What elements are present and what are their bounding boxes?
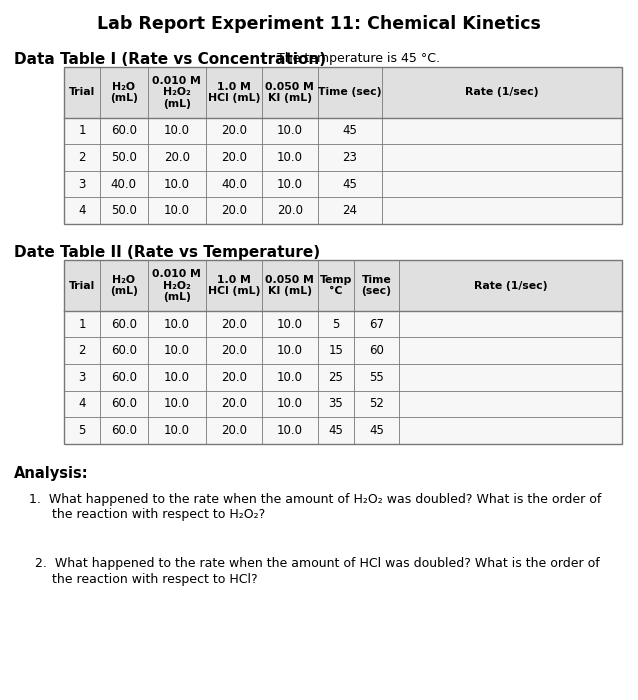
Text: 45: 45 bbox=[343, 178, 357, 190]
Text: Date Table II (Rate vs Temperature): Date Table II (Rate vs Temperature) bbox=[14, 245, 320, 260]
Text: 10.0: 10.0 bbox=[277, 424, 303, 437]
Text: Lab Report Experiment 11: Chemical Kinetics: Lab Report Experiment 11: Chemical Kinet… bbox=[97, 15, 541, 34]
Text: the reaction with respect to H₂O₂?: the reaction with respect to H₂O₂? bbox=[52, 508, 265, 522]
Text: Data Table I (Rate vs Concentration): Data Table I (Rate vs Concentration) bbox=[14, 52, 326, 66]
Text: 35: 35 bbox=[329, 398, 343, 410]
Text: Time
(sec): Time (sec) bbox=[361, 275, 392, 296]
Text: 5: 5 bbox=[78, 424, 85, 437]
Text: 10.0: 10.0 bbox=[277, 371, 303, 384]
Text: 5: 5 bbox=[332, 318, 339, 330]
Text: 25: 25 bbox=[329, 371, 343, 384]
Text: 10.0: 10.0 bbox=[164, 398, 190, 410]
Text: 55: 55 bbox=[369, 371, 384, 384]
Text: 20.0: 20.0 bbox=[221, 344, 247, 357]
Text: 10.0: 10.0 bbox=[164, 424, 190, 437]
Text: 45: 45 bbox=[369, 424, 384, 437]
Text: 60.0: 60.0 bbox=[111, 398, 137, 410]
Text: 10.0: 10.0 bbox=[277, 344, 303, 357]
Text: 2.  What happened to the rate when the amount of HCl was doubled? What is the or: 2. What happened to the rate when the am… bbox=[35, 557, 600, 570]
Text: 60: 60 bbox=[369, 344, 384, 357]
Text: 45: 45 bbox=[329, 424, 343, 437]
Bar bbox=[64, 364, 622, 391]
Text: 10.0: 10.0 bbox=[164, 178, 190, 190]
Text: 1.0 M
HCl (mL): 1.0 M HCl (mL) bbox=[208, 275, 260, 296]
Text: 10.0: 10.0 bbox=[277, 125, 303, 137]
Text: 10.0: 10.0 bbox=[164, 125, 190, 137]
Text: H₂O
(mL): H₂O (mL) bbox=[110, 82, 138, 103]
Text: 20.0: 20.0 bbox=[221, 318, 247, 330]
Text: 40.0: 40.0 bbox=[111, 178, 137, 190]
Text: 60.0: 60.0 bbox=[111, 371, 137, 384]
Text: 10.0: 10.0 bbox=[164, 204, 190, 217]
Text: 0.010 M
H₂O₂
(mL): 0.010 M H₂O₂ (mL) bbox=[152, 269, 201, 302]
Text: 24: 24 bbox=[343, 204, 357, 217]
Text: the reaction with respect to HCl?: the reaction with respect to HCl? bbox=[52, 573, 258, 586]
Bar bbox=[64, 144, 622, 171]
Text: Rate (1/sec): Rate (1/sec) bbox=[473, 281, 547, 290]
Bar bbox=[64, 67, 622, 224]
Text: The temperature is 45 °C.: The temperature is 45 °C. bbox=[273, 52, 440, 65]
Text: 20.0: 20.0 bbox=[164, 151, 190, 164]
Text: 40.0: 40.0 bbox=[221, 178, 247, 190]
Text: Analysis:: Analysis: bbox=[14, 466, 89, 481]
Text: 3: 3 bbox=[78, 178, 85, 190]
Text: 50.0: 50.0 bbox=[111, 204, 137, 217]
Text: 23: 23 bbox=[343, 151, 357, 164]
Text: 10.0: 10.0 bbox=[164, 318, 190, 330]
Text: 20.0: 20.0 bbox=[221, 424, 247, 437]
Text: 20.0: 20.0 bbox=[221, 125, 247, 137]
Text: 1: 1 bbox=[78, 125, 85, 137]
Text: 20.0: 20.0 bbox=[277, 204, 303, 217]
Text: 10.0: 10.0 bbox=[277, 178, 303, 190]
Bar bbox=[64, 417, 622, 444]
Bar bbox=[64, 337, 622, 364]
Text: 3: 3 bbox=[78, 371, 85, 384]
Text: 45: 45 bbox=[343, 125, 357, 137]
Text: 10.0: 10.0 bbox=[164, 344, 190, 357]
Text: 0.010 M
H₂O₂
(mL): 0.010 M H₂O₂ (mL) bbox=[152, 76, 201, 109]
Text: 1.  What happened to the rate when the amount of H₂O₂ was doubled? What is the o: 1. What happened to the rate when the am… bbox=[29, 493, 601, 506]
Text: 20.0: 20.0 bbox=[221, 371, 247, 384]
Bar bbox=[64, 197, 622, 224]
Bar bbox=[64, 118, 622, 144]
Bar bbox=[64, 311, 622, 337]
Text: 2: 2 bbox=[78, 151, 85, 164]
Text: Rate (1/sec): Rate (1/sec) bbox=[465, 88, 538, 97]
Text: 60.0: 60.0 bbox=[111, 125, 137, 137]
Bar bbox=[64, 260, 622, 311]
Text: 20.0: 20.0 bbox=[221, 398, 247, 410]
Text: 4: 4 bbox=[78, 204, 85, 217]
Bar bbox=[64, 67, 622, 118]
Text: Temp
°C: Temp °C bbox=[320, 275, 352, 296]
Text: 1.0 M
HCl (mL): 1.0 M HCl (mL) bbox=[208, 82, 260, 103]
Text: 20.0: 20.0 bbox=[221, 151, 247, 164]
Text: 1: 1 bbox=[78, 318, 85, 330]
Text: 0.050 M
KI (mL): 0.050 M KI (mL) bbox=[265, 275, 315, 296]
Text: 10.0: 10.0 bbox=[164, 371, 190, 384]
Text: 60.0: 60.0 bbox=[111, 344, 137, 357]
Text: 2: 2 bbox=[78, 344, 85, 357]
Bar bbox=[64, 391, 622, 417]
Text: 60.0: 60.0 bbox=[111, 318, 137, 330]
Bar bbox=[64, 260, 622, 444]
Text: 0.050 M
KI (mL): 0.050 M KI (mL) bbox=[265, 82, 315, 103]
Text: 10.0: 10.0 bbox=[277, 151, 303, 164]
Text: 52: 52 bbox=[369, 398, 384, 410]
Text: 10.0: 10.0 bbox=[277, 318, 303, 330]
Text: H₂O
(mL): H₂O (mL) bbox=[110, 275, 138, 296]
Text: 20.0: 20.0 bbox=[221, 204, 247, 217]
Text: Trial: Trial bbox=[69, 88, 95, 97]
Text: 67: 67 bbox=[369, 318, 384, 330]
Text: 10.0: 10.0 bbox=[277, 398, 303, 410]
Text: 50.0: 50.0 bbox=[111, 151, 137, 164]
Text: 4: 4 bbox=[78, 398, 85, 410]
Text: Trial: Trial bbox=[69, 281, 95, 290]
Text: 60.0: 60.0 bbox=[111, 424, 137, 437]
Bar bbox=[64, 171, 622, 197]
Text: Time (sec): Time (sec) bbox=[318, 88, 382, 97]
Text: 15: 15 bbox=[329, 344, 343, 357]
